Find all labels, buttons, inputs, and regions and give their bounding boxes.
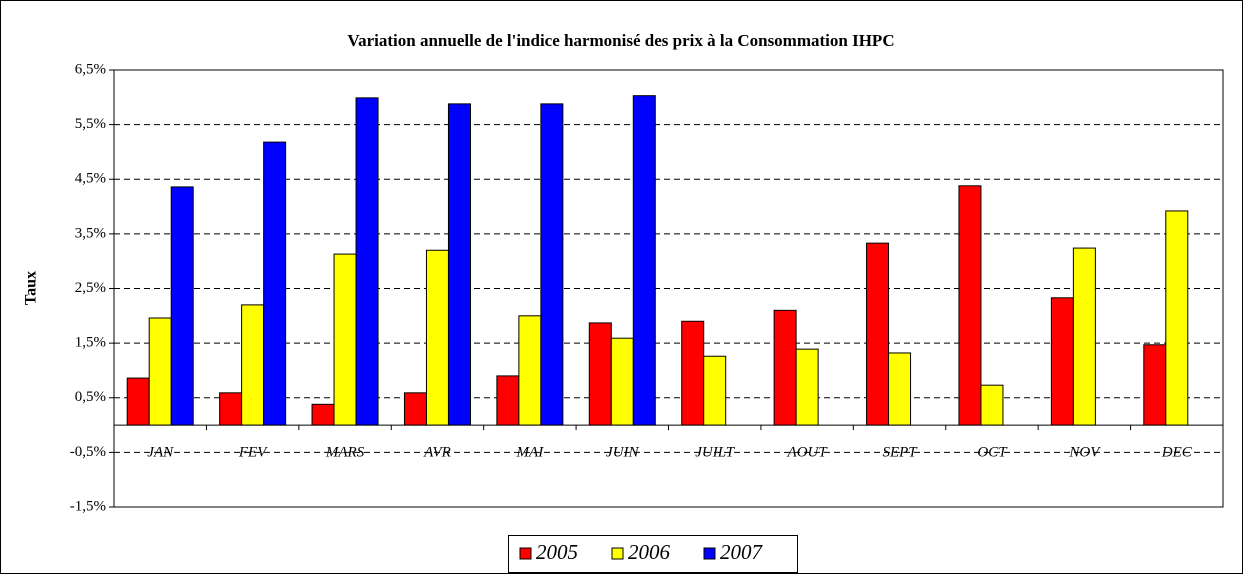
x-tick-label: DEC bbox=[1161, 445, 1193, 461]
x-tick-label: NOV bbox=[1068, 445, 1101, 461]
bar bbox=[311, 403, 335, 426]
bar bbox=[588, 322, 612, 426]
x-tick-label: MARS bbox=[325, 445, 365, 461]
bar bbox=[610, 337, 634, 426]
y-tick-label: 2,5% bbox=[75, 280, 106, 296]
bar bbox=[958, 185, 982, 426]
bar bbox=[333, 253, 357, 426]
y-tick-label: 3,5% bbox=[75, 225, 106, 241]
bar bbox=[496, 375, 520, 426]
bar bbox=[632, 95, 656, 426]
legend-label: 2005 bbox=[536, 540, 578, 564]
bar bbox=[170, 186, 194, 426]
bar bbox=[126, 377, 150, 426]
legend-label: 2007 bbox=[720, 540, 764, 564]
bar bbox=[980, 384, 1004, 426]
bar bbox=[403, 392, 427, 426]
bar bbox=[1165, 210, 1189, 426]
x-tick-label: AVR bbox=[423, 445, 451, 461]
x-tick-label: SEPT bbox=[882, 445, 918, 461]
x-tick-label: JUIN bbox=[606, 445, 639, 461]
y-tick-label: 5,5% bbox=[75, 116, 106, 132]
legend-swatch bbox=[519, 547, 532, 560]
y-axis-label: Taux bbox=[23, 271, 40, 305]
y-tick-label: -0,5% bbox=[70, 444, 106, 460]
legend-swatch bbox=[611, 547, 624, 560]
x-tick-label: AOUT bbox=[787, 445, 829, 461]
x-tick-label: JUILT bbox=[695, 445, 736, 461]
bar bbox=[355, 97, 379, 426]
legend-swatch bbox=[703, 547, 716, 560]
bar bbox=[241, 304, 265, 426]
bar bbox=[1072, 247, 1096, 426]
y-tick-label: -1,5% bbox=[70, 498, 106, 514]
y-tick-label: 6,5% bbox=[75, 61, 106, 77]
bar bbox=[263, 141, 287, 426]
y-tick-label: 0,5% bbox=[75, 389, 106, 405]
bar bbox=[219, 392, 243, 426]
bar bbox=[540, 103, 564, 426]
bar bbox=[1143, 344, 1167, 426]
legend bbox=[508, 535, 798, 573]
bar bbox=[866, 242, 890, 426]
bar bbox=[703, 355, 727, 426]
bar bbox=[447, 103, 471, 426]
x-tick-label: FEV bbox=[238, 445, 268, 461]
legend-label: 2006 bbox=[628, 540, 671, 564]
bar bbox=[518, 315, 542, 426]
chart-title: Variation annuelle de l'indice harmonisé… bbox=[347, 31, 894, 50]
x-tick-label: OCT bbox=[977, 445, 1008, 461]
x-tick-label: JAN bbox=[147, 445, 174, 461]
y-tick-label: 1,5% bbox=[75, 335, 106, 351]
bar bbox=[425, 249, 449, 426]
bar bbox=[148, 317, 172, 426]
y-tick-label: 4,5% bbox=[75, 171, 106, 187]
bar bbox=[773, 309, 797, 426]
bar bbox=[681, 320, 705, 426]
bar bbox=[1050, 297, 1074, 426]
bar bbox=[795, 348, 819, 426]
x-tick-label: MAI bbox=[516, 445, 545, 461]
bar bbox=[888, 352, 912, 426]
